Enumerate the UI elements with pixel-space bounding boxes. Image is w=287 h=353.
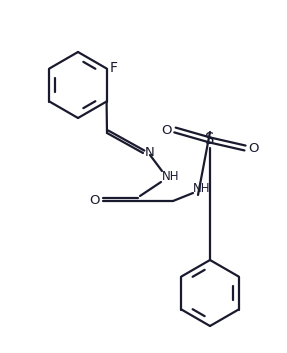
Text: O: O: [162, 124, 172, 137]
Text: NH: NH: [162, 169, 179, 183]
Text: O: O: [248, 142, 259, 155]
Text: S: S: [205, 132, 215, 148]
Text: NH: NH: [193, 181, 210, 195]
Text: F: F: [110, 60, 118, 74]
Text: N: N: [145, 146, 155, 160]
Text: O: O: [90, 195, 100, 208]
